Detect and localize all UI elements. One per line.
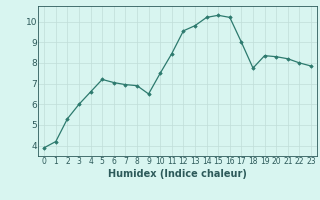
X-axis label: Humidex (Indice chaleur): Humidex (Indice chaleur) (108, 169, 247, 179)
